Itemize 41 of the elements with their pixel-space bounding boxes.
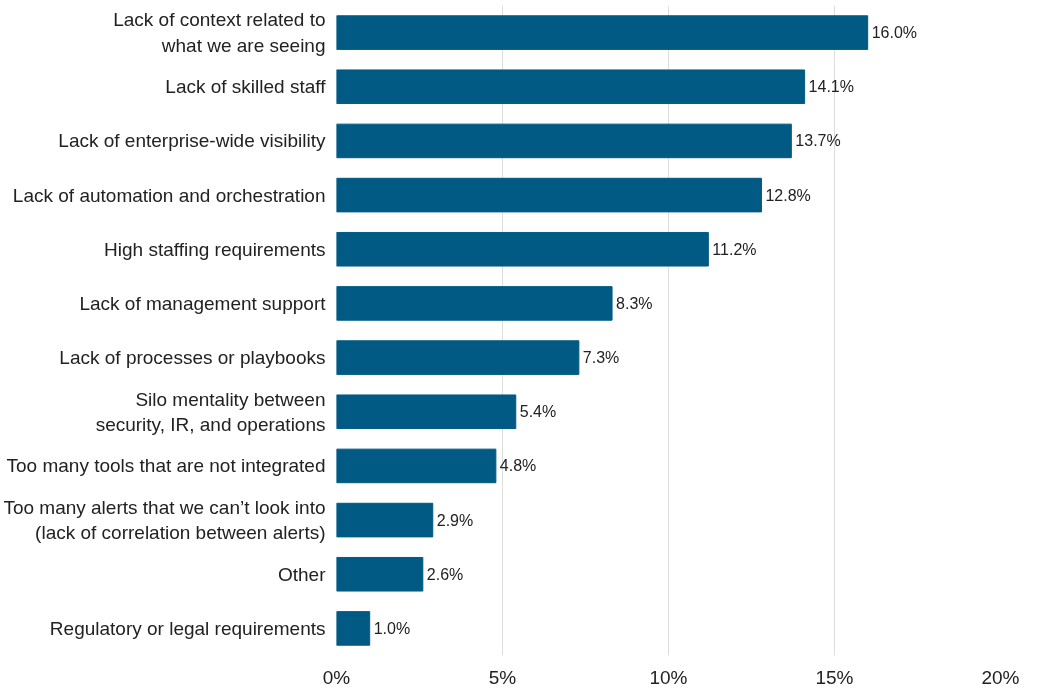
bar xyxy=(336,231,709,267)
y-tick-label: Lack of automation and orchestration xyxy=(12,184,326,206)
y-tick-label: High staffing requirements xyxy=(104,238,326,260)
bar xyxy=(336,502,434,538)
data-label: 8.3% xyxy=(616,294,653,312)
data-label: 14.1% xyxy=(808,78,854,96)
data-label: 7.3% xyxy=(582,349,620,367)
data-label: 2.6% xyxy=(426,565,464,583)
bar xyxy=(336,394,517,430)
data-label: 13.7% xyxy=(795,132,841,150)
y-tick-label: Lack of enterprise-wide visibility xyxy=(58,130,326,152)
data-label: 16.0% xyxy=(871,24,918,42)
bar xyxy=(336,556,424,592)
bar xyxy=(336,69,806,105)
data-label: 4.8% xyxy=(499,457,537,475)
y-tick-label: Lack of processes or playbooks xyxy=(59,347,326,369)
bar xyxy=(336,123,792,159)
data-label: 12.8% xyxy=(765,186,811,204)
x-tick-label: 5% xyxy=(488,666,517,688)
y-tick-label: Lack of skilled staff xyxy=(165,76,327,98)
bar xyxy=(336,448,497,484)
data-label: 2.9% xyxy=(436,511,474,529)
x-tick-label: 15% xyxy=(815,666,854,688)
y-tick-label: Silo mentality between security, IR, and operations xyxy=(95,388,326,435)
bar xyxy=(336,286,613,321)
y-tick-label: Too many tools that are not integrated xyxy=(6,455,326,477)
data-label: 1.0% xyxy=(373,619,411,637)
data-label: 5.4% xyxy=(519,403,557,421)
x-tick-label: 20% xyxy=(981,666,1020,688)
y-tick-label: Too many alerts that we can’t look into (lack of correlation between alerts) xyxy=(3,496,326,544)
y-tick-label: Lack of management support xyxy=(79,292,327,314)
bar xyxy=(336,177,762,213)
bar xyxy=(336,611,371,646)
bar xyxy=(336,340,580,375)
data-label: 11.2% xyxy=(712,240,757,258)
bar xyxy=(336,15,869,50)
x-tick-label: 0% xyxy=(322,666,351,688)
y-tick-label: Regulatory or legal requirements xyxy=(49,617,326,639)
y-tick-label: Other xyxy=(277,563,327,585)
x-tick-label: 10% xyxy=(649,666,688,688)
y-tick-label: Lack of context related to what we are seeing xyxy=(113,9,326,56)
